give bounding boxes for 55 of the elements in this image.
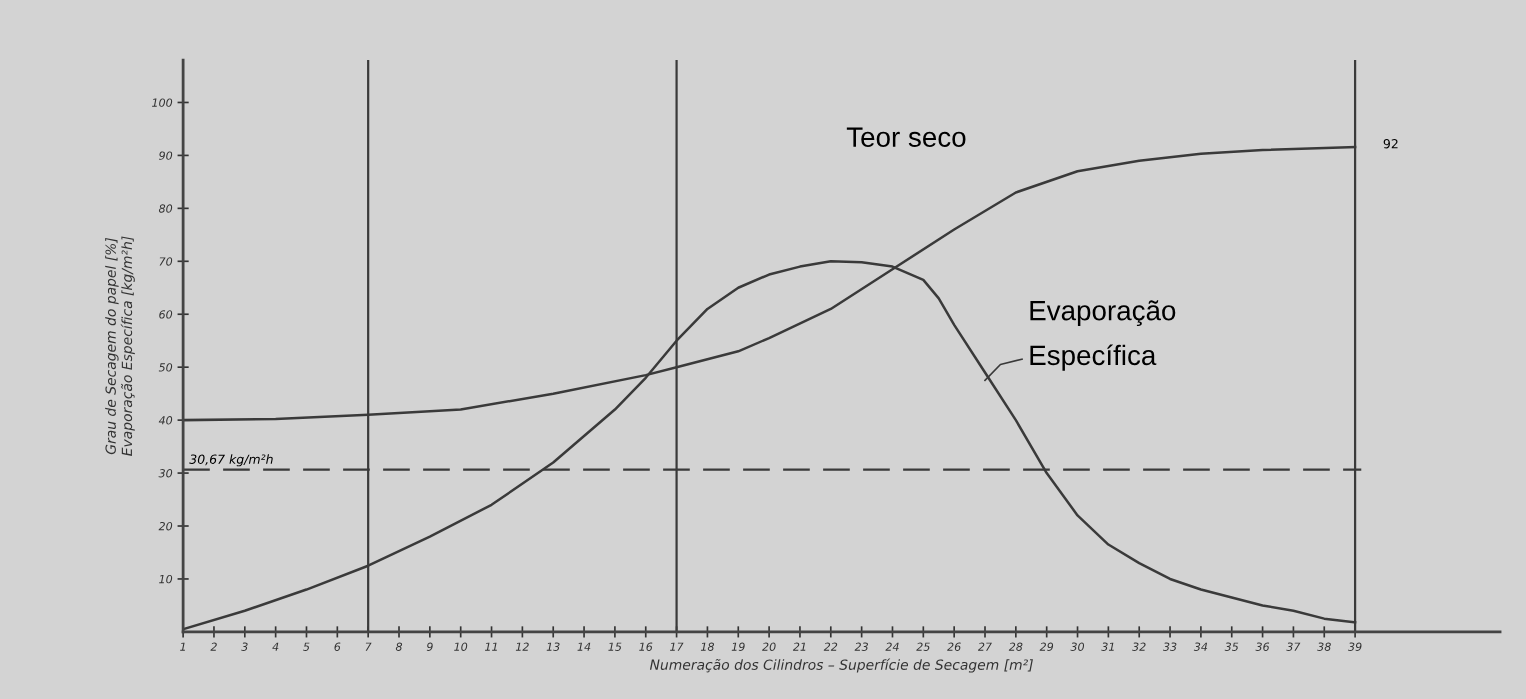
x-tick-label: 36 — [1255, 642, 1270, 651]
ref-line-label: 30,67 kg/m²h — [189, 454, 273, 467]
x-tick-label: 8 — [395, 642, 403, 651]
x-tick-label: 34 — [1193, 642, 1208, 651]
x-tick-label: 10 — [454, 642, 468, 651]
x-tick-label: 3 — [241, 642, 248, 651]
y-tick-label: 70 — [159, 257, 173, 266]
x-tick-label: 19 — [731, 642, 745, 651]
x-tick-label: 30 — [1070, 642, 1085, 651]
x-tick-label: 35 — [1224, 642, 1239, 651]
x-tick-label: 27 — [977, 642, 992, 651]
x-tick-label: 17 — [670, 642, 684, 651]
annotation: 92 — [1383, 138, 1398, 149]
x-tick-label: 7 — [365, 642, 372, 651]
y-axis-title: Grau de Secagem do papel [%] Evaporação Específica [kg/m²h] — [105, 236, 135, 456]
x-tick-label: 22 — [823, 642, 838, 651]
y-tick-label: 20 — [158, 521, 173, 531]
x-tick-label: 24 — [885, 642, 899, 651]
x-tick-label: 26 — [947, 642, 961, 651]
x-tick-label: 5 — [303, 642, 310, 651]
x-tick-label: 1 — [180, 642, 185, 651]
x-tick-label: 13 — [546, 642, 560, 651]
y-tick-label: 100 — [152, 98, 173, 107]
text: Teor seco — [846, 127, 966, 147]
x-tick-label: 39 — [1348, 642, 1362, 651]
x-tick-label: 20 — [762, 642, 776, 651]
x-tick-label: 18 — [700, 642, 715, 651]
y-tick-label: 40 — [158, 416, 173, 425]
x-tick-label: 37 — [1286, 642, 1301, 651]
x-tick-label: 15 — [608, 642, 622, 651]
y-tick-label: 10 — [159, 574, 173, 584]
x-tick-label: 2 — [210, 642, 217, 651]
y-tick-label: 30 — [158, 469, 173, 478]
y-tick-label: 90 — [159, 151, 173, 160]
y-tick-label: 50 — [158, 363, 173, 372]
x-tick-label: 38 — [1317, 642, 1331, 651]
x-tick-label: 14 — [577, 642, 591, 651]
x-tick-label: 4 — [272, 642, 279, 651]
x-tick-label: 28 — [1008, 642, 1023, 651]
x-axis-title: Numeração dos Cilindros – Superfície de Secagem [m²] — [649, 658, 1033, 673]
x-tick-label: 6 — [334, 642, 341, 651]
x-tick-label: 12 — [515, 642, 529, 651]
x-tick-label: 23 — [854, 642, 868, 651]
x-tick-label: 32 — [1132, 642, 1146, 651]
x-tick-label: 25 — [916, 642, 930, 651]
x-tick-label: 16 — [639, 642, 653, 651]
x-tick-label: 21 — [792, 642, 806, 651]
x-tick-label: 9 — [426, 642, 433, 651]
y-tick-label: 60 — [159, 310, 173, 319]
x-tick-label: 11 — [485, 642, 497, 651]
x-tick-label: 33 — [1163, 642, 1177, 651]
x-tick-label: 29 — [1039, 642, 1054, 651]
y-tick-label: 80 — [158, 204, 173, 213]
x-tick-label: 31 — [1101, 642, 1114, 651]
series-label: Evaporação Específica — [1030, 300, 1176, 371]
